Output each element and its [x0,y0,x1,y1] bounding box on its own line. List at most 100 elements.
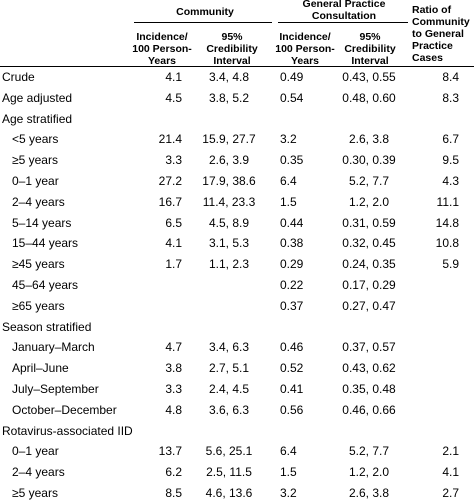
row-label: January–March [12,340,95,355]
gp-incidence: 0.29 [280,257,304,272]
gp-incidence: 0.52 [280,361,304,376]
community-incidence: 4.8 [165,402,182,417]
ratio-value: 11.1 [436,194,459,209]
header-gp: General Practice Consultation [302,0,386,22]
community-ci: 1.1, 2.3 [208,257,250,272]
community-incidence: 4.5 [165,90,182,105]
gp-ci: 1.2, 2.0 [348,465,390,480]
community-ci: 11.4, 23.3 [202,194,256,209]
ratio-value: 10.8 [435,236,459,251]
community-incidence: 27.2 [158,174,182,188]
row-label: October–December [12,402,117,417]
ratio-value: 8.4 [442,70,459,84]
ratio-value: 9.5 [442,153,459,168]
gp-incidence: 0.44 [280,215,304,230]
gp-incidence: 0.46 [280,340,304,355]
gp-ci: 5.2, 7.7 [348,444,390,459]
header-ratio: Ratio of Community to General Practice C… [412,4,470,64]
table-row: 2–4 years 6.2 2.5, 11.5 1.5 1.2, 2.0 4.1 [0,462,474,482]
community-incidence: 4.1 [165,236,182,251]
gp-ci: 0.37, 0.57 [342,340,396,355]
table-row: July–September 3.3 2.4, 4.5 0.41 0.35, 0.48 [0,379,474,399]
ratio-value: 4.3 [442,174,459,188]
community-ci: 2.6, 3.9 [208,153,250,168]
community-incidence: 3.8 [165,361,182,376]
gp-ci: 0.43, 0.62 [342,361,396,376]
gp-incidence: 0.37 [280,298,304,313]
row-label: ≥65 years [12,298,65,313]
row-label: Age adjusted [2,90,73,105]
header-bottom-rule [0,66,474,67]
community-ci: 4.6, 13.6 [205,486,253,500]
table-row: 45–64 years 0.22 0.17, 0.29 [0,275,474,295]
gp-incidence: 6.4 [280,174,297,188]
community-incidence: 6.2 [165,465,182,480]
community-ci: 3.1, 5.3 [208,236,250,251]
row-label: Age stratified [2,111,73,126]
row-label: Rotavirus-associated IID [2,423,133,438]
ratio-value: 2.1 [442,444,459,459]
ratio-value: 2.7 [442,486,459,500]
gp-ci: 2.6, 3.8 [348,486,390,500]
community-incidence: 13.7 [158,444,182,459]
header-rule-gp [278,22,408,23]
community-incidence: 6.5 [165,215,182,230]
row-label: 45–64 years [12,278,79,292]
gp-ci: 0.32, 0.45 [342,236,396,251]
gp-incidence: 0.49 [280,70,304,84]
gp-ci: 0.31, 0.59 [342,215,396,230]
community-ci: 2.4, 4.5 [208,382,250,396]
gp-incidence: 3.2 [280,486,297,500]
ratio-value: 14.8 [435,215,459,230]
row-label: 5–14 years [12,215,72,230]
row-label: ≥5 years [12,153,58,168]
gp-incidence: 3.2 [280,132,297,147]
gp-incidence: 0.22 [280,278,304,292]
table-row: January–March 4.7 3.4, 6.3 0.46 0.37, 0.57 [0,337,474,357]
community-ci: 3.8, 5.2 [208,90,250,105]
table-row: Age adjusted 4.5 3.8, 5.2 0.54 0.48, 0.60 8.3 [0,88,474,108]
row-label: 15–44 years [12,236,79,251]
gp-ci: 5.2, 7.7 [348,174,390,188]
row-label: 0–1 year [12,444,59,459]
ratio-value: 5.9 [442,257,459,272]
gp-ci: 1.2, 2.0 [348,194,390,209]
table-row: Season stratified [0,317,474,337]
gp-ci: 2.6, 3.8 [348,132,390,147]
table-row: Rotavirus-associated IID [0,421,474,441]
header-incidence-gp: Incidence/ 100 Person-Years [275,31,335,67]
gp-incidence: 0.54 [280,90,304,105]
row-label: <5 years [12,132,59,147]
community-ci: 3.6, 6.3 [208,402,250,417]
table-row: ≥45 years 1.7 1.1, 2.3 0.29 0.24, 0.35 5.9 [0,254,474,274]
community-incidence: 3.3 [165,153,182,168]
table-row: 5–14 years 6.5 4.5, 8.9 0.44 0.31, 0.59 14.8 [0,213,474,233]
table-row: October–December 4.8 3.6, 6.3 0.56 0.46, 0.6… [0,400,474,420]
ratio-value: 6.7 [442,132,459,147]
table-row: Age stratified [0,109,474,129]
row-label: 2–4 years [12,465,65,480]
community-incidence: 3.3 [165,382,182,396]
row-label: ≥5 years [12,486,58,500]
gp-ci: 0.17, 0.29 [342,278,396,292]
row-label: 2–4 years [12,194,65,209]
header-ci-gp: 95% Credibility Interval [344,31,396,67]
header-community: Community [176,6,234,18]
community-incidence: 21.4 [158,132,182,147]
header-incidence-community: Incidence/ 100 Person-Years [132,31,192,67]
community-incidence: 8.5 [165,486,182,500]
row-label: July–September [12,382,99,396]
gp-incidence: 6.4 [280,444,297,459]
gp-incidence: 0.56 [280,402,304,417]
gp-incidence: 0.41 [280,382,304,396]
community-incidence: 1.7 [165,257,182,272]
row-label: Season stratified [2,319,92,334]
table-row: 15–44 years 4.1 3.1, 5.3 0.38 0.32, 0.45 10.8 [0,233,474,253]
row-label: 0–1 year [12,174,59,188]
table-row: ≥5 years 3.3 2.6, 3.9 0.35 0.30, 0.39 9.5 [0,150,474,170]
table-row: 0–1 year 27.2 17.9, 38.6 6.4 5.2, 7.7 4.3 [0,171,474,191]
gp-incidence: 1.5 [280,465,297,480]
header-ci-community: 95% Credibility Interval [206,31,258,67]
community-ci: 3.4, 6.3 [208,340,250,355]
community-ci: 4.5, 8.9 [208,215,250,230]
